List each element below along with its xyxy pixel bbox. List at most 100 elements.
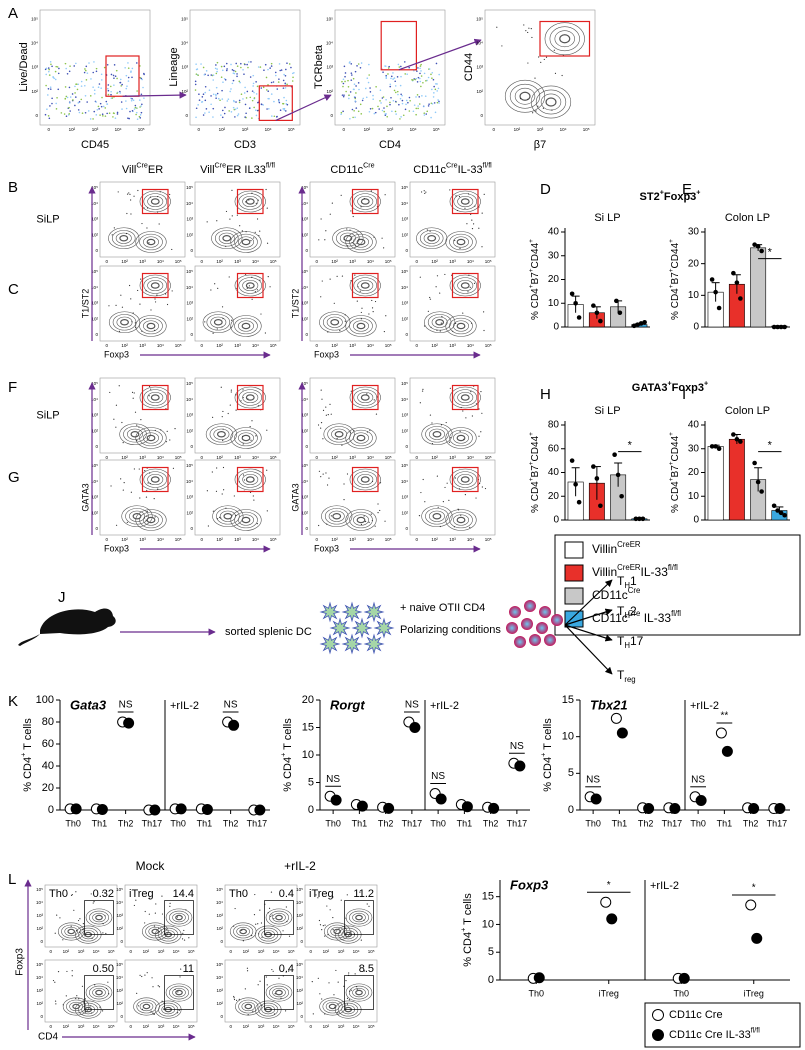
event-dot: [282, 930, 284, 932]
contour: [356, 238, 366, 246]
flow-tick-label: 0: [190, 248, 193, 253]
flow-tick-label: 0: [120, 1014, 123, 1019]
point: [734, 280, 740, 285]
event-dot: [345, 90, 347, 93]
event-dot: [74, 92, 76, 94]
flow-tick-label: 10²: [181, 89, 188, 94]
event-dot: [55, 1003, 57, 1005]
event-dot: [349, 117, 351, 120]
event-dot: [459, 430, 461, 432]
event-dot: [157, 211, 159, 213]
point: [642, 319, 647, 325]
flow-tick-label: 10²: [216, 537, 223, 542]
x-tick-label: Th0: [170, 818, 186, 828]
event-dot: [359, 103, 362, 106]
event-dot: [436, 90, 438, 92]
axis-label: CD4: [379, 139, 401, 151]
event-dot: [454, 322, 457, 324]
event-dot: [478, 206, 480, 208]
flow-tick-label: 0: [198, 127, 201, 132]
event-dot: [90, 1005, 92, 1007]
event-dot: [239, 891, 242, 893]
event-dot: [530, 28, 532, 30]
text-part: +: [528, 432, 535, 436]
event-dot: [256, 109, 259, 112]
text-part: +: [668, 432, 675, 436]
event-dot: [125, 87, 128, 90]
flow-frame: [409, 265, 496, 342]
y-axis-label: % CD4+B7+CD44+: [528, 432, 541, 513]
event-dot: [72, 99, 74, 101]
x-tick-label: iTreg: [744, 988, 764, 998]
flow-tick-label: 0: [416, 537, 419, 542]
event-dot: [98, 83, 101, 85]
event-dot: [49, 105, 51, 107]
flow-tick-label: 10⁴: [367, 259, 374, 264]
point: [591, 303, 596, 308]
event-dot: [139, 974, 141, 976]
event-dot: [395, 100, 397, 103]
event-dot: [88, 62, 90, 64]
event-dot: [207, 525, 209, 527]
event-dot: [164, 293, 167, 295]
event-dot: [234, 70, 237, 73]
event-dot: [540, 61, 542, 63]
event-dot: [214, 67, 217, 70]
event-dot: [91, 1012, 93, 1014]
y-tick-label: 40: [548, 467, 560, 478]
gate: [380, 20, 418, 71]
flow-tick-label: 10³: [258, 949, 265, 954]
event-dot: [471, 228, 474, 230]
event-dot: [103, 66, 106, 69]
event-dot: [211, 471, 213, 473]
gate-frequency: 0.4: [279, 888, 294, 900]
event-dot: [120, 294, 122, 296]
event-dot: [66, 970, 68, 973]
x-tick-label: Th2: [638, 818, 654, 828]
event-dot: [74, 104, 76, 107]
event-dot: [95, 101, 97, 103]
y-axis-label: % CD4+B7+CD44+: [668, 239, 681, 320]
contour: [349, 317, 373, 335]
point: [600, 896, 612, 908]
event-dot: [125, 232, 128, 235]
event-dot: [66, 72, 69, 75]
outcome-label: Treg: [617, 668, 636, 684]
contour: [345, 231, 377, 253]
event-dot: [389, 85, 392, 88]
point: [709, 444, 715, 449]
event-dot: [95, 70, 98, 73]
event-dot: [217, 287, 219, 290]
flow-frame: [194, 377, 281, 454]
x-tick-label: Th0: [325, 818, 341, 828]
event-dot: [128, 284, 131, 287]
y-tick-label: 20: [688, 258, 700, 269]
y-tick-label: 0: [568, 804, 574, 816]
event-dot: [350, 280, 352, 282]
event-dot: [361, 99, 364, 102]
event-dot: [412, 110, 415, 113]
event-dot: [136, 118, 139, 120]
gate: [164, 975, 194, 1010]
event-dot: [107, 87, 109, 90]
event-dot: [59, 917, 61, 919]
event-dot: [322, 409, 325, 412]
event-dot: [384, 65, 387, 67]
event-dot: [84, 998, 86, 1000]
event-dot: [433, 85, 435, 88]
event-dot: [158, 223, 160, 225]
event-dot: [80, 85, 83, 87]
event-dot: [377, 512, 379, 514]
contour: [238, 277, 263, 294]
text-part: % CD4: [530, 481, 541, 513]
contour: [416, 227, 448, 250]
flow-tick-label: 0: [220, 1014, 223, 1019]
event-dot: [535, 110, 537, 112]
flow-frame: [309, 459, 396, 536]
event-dot: [56, 914, 58, 916]
event-dot: [137, 1005, 139, 1007]
flow-tick-label: 10²: [216, 259, 223, 264]
y-axis-label: % CD4+ T cells: [459, 893, 473, 967]
contour: [241, 322, 251, 330]
event-dot: [116, 92, 118, 94]
